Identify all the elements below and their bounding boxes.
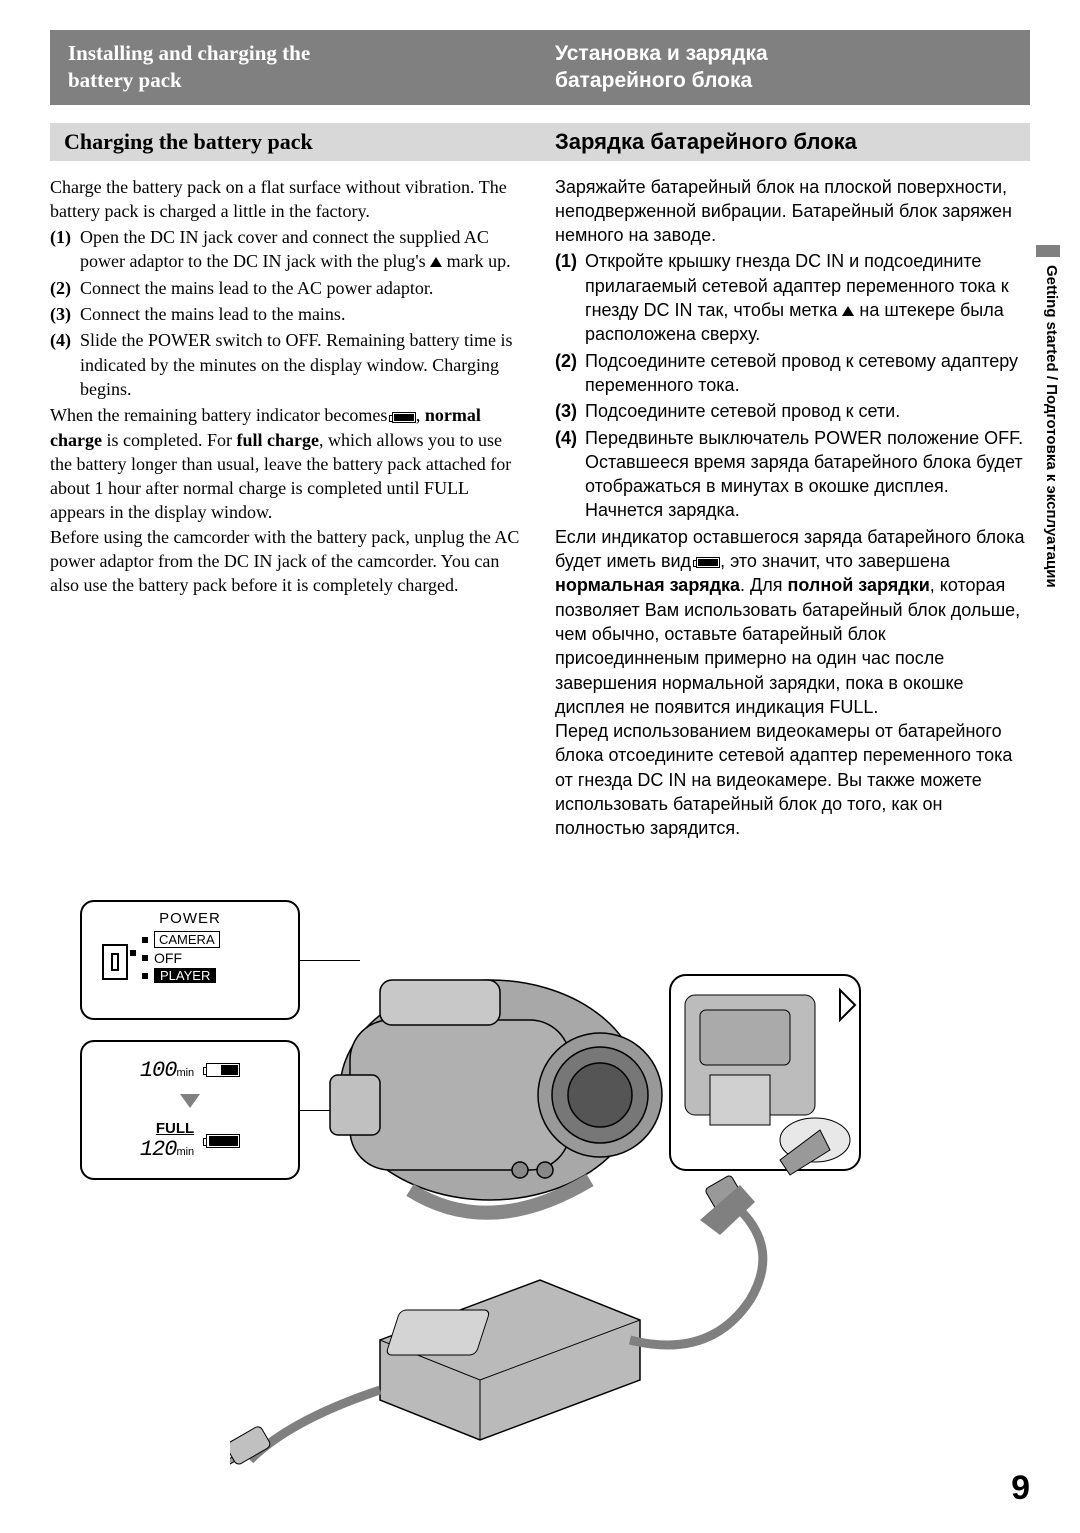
para2-en: When the remaining battery indicator bec… <box>50 403 525 524</box>
off-label: OFF <box>154 950 182 966</box>
step-text: Откройте крышку гнезда DC IN и подсоедин… <box>585 249 1030 346</box>
side-tab: Getting started / Подготовка к эксплуата… <box>1036 245 1060 735</box>
step-text: Connect the mains lead to the mains. <box>80 302 525 326</box>
column-russian: Заряжайте батарейный блок на плоской пов… <box>555 175 1030 841</box>
battery-full-icon <box>392 412 416 423</box>
step-text: Slide the POWER switch to OFF. Remaining… <box>80 328 525 401</box>
header-title-en: Installing and charging the battery pack <box>68 40 525 95</box>
step-num: (3) <box>50 302 80 326</box>
bullet-icon <box>142 955 148 961</box>
display-row-2: FULL 120min <box>140 1120 240 1162</box>
full-label: FULL <box>156 1120 194 1137</box>
illustration-area: POWER CAMERA OFF PLAYER 100min FULL 120m… <box>50 900 880 1470</box>
camera-badge: CAMERA <box>154 931 220 948</box>
section-title-bar: Charging the battery pack Зарядка батаре… <box>50 123 1030 161</box>
para2-ru: Если индикатор оставшегося заряда батаре… <box>555 525 1030 719</box>
step-num: (4) <box>50 328 80 401</box>
step-num: (4) <box>555 426 585 523</box>
step-4-ru: (4) Передвиньте выключатель POWER положе… <box>555 426 1030 523</box>
page-number: 9 <box>1011 1469 1030 1508</box>
header-en-line1: Installing and charging the <box>68 41 310 65</box>
step-num: (2) <box>50 276 80 300</box>
content-columns: Charge the battery pack on a flat surfac… <box>50 175 1030 841</box>
step-text: Open the DC IN jack cover and connect th… <box>80 225 525 274</box>
header-bar: Installing and charging the battery pack… <box>50 30 1030 105</box>
column-english: Charge the battery pack on a flat surfac… <box>50 175 525 841</box>
header-ru-line2: батарейного блока <box>555 69 752 92</box>
power-switch-icon <box>102 944 128 980</box>
camcorder-illustration <box>230 920 870 1480</box>
para3-en: Before using the camcorder with the batt… <box>50 525 525 598</box>
section-title-ru: Зарядка батарейного блока <box>525 129 1016 155</box>
triangle-up-icon <box>842 306 854 316</box>
step-2-en: (2) Connect the mains lead to the AC pow… <box>50 276 525 300</box>
time-120: 120min <box>140 1137 194 1162</box>
intro-en: Charge the battery pack on a flat surfac… <box>50 175 525 224</box>
step-4-en: (4) Slide the POWER switch to OFF. Remai… <box>50 328 525 401</box>
step-num: (2) <box>555 349 585 398</box>
step-num: (1) <box>50 225 80 274</box>
side-tab-label: Getting started / Подготовка к эксплуата… <box>1036 257 1060 588</box>
step-num: (3) <box>555 399 585 423</box>
step-text: Connect the mains lead to the AC power a… <box>80 276 525 300</box>
header-en-line2: battery pack <box>68 68 182 92</box>
step-num: (1) <box>555 249 585 346</box>
header-title-ru: Установка и зарядка батарейного блока <box>525 40 1012 95</box>
step-1-en: (1) Open the DC IN jack cover and connec… <box>50 225 525 274</box>
side-tab-marker <box>1036 245 1060 257</box>
down-arrow-icon <box>180 1094 200 1108</box>
header-ru-line1: Установка и зарядка <box>555 42 768 65</box>
intro-ru: Заряжайте батарейный блок на плоской пов… <box>555 175 1030 248</box>
step-text: Передвиньте выключатель POWER положение … <box>585 426 1030 523</box>
display-row-1: 100min <box>140 1058 240 1083</box>
para3-ru: Перед использованием видеокамеры от бата… <box>555 719 1030 840</box>
section-title-en: Charging the battery pack <box>64 129 525 155</box>
bullet-icon <box>142 937 148 943</box>
time-100: 100min <box>140 1058 194 1083</box>
step-text: Подсоедините сетевой провод к сетевому а… <box>585 349 1030 398</box>
step-text: Подсоедините сетевой провод к сети. <box>585 399 1030 423</box>
bullet-icon <box>142 973 148 979</box>
step-2-ru: (2) Подсоедините сетевой провод к сетево… <box>555 349 1030 398</box>
player-badge: PLAYER <box>154 968 216 983</box>
step-3-en: (3) Connect the mains lead to the mains. <box>50 302 525 326</box>
step-3-ru: (3) Подсоедините сетевой провод к сети. <box>555 399 1030 423</box>
battery-full-icon <box>696 557 720 568</box>
triangle-up-icon <box>430 257 442 267</box>
step-1-ru: (1) Откройте крышку гнезда DC IN и подсо… <box>555 249 1030 346</box>
